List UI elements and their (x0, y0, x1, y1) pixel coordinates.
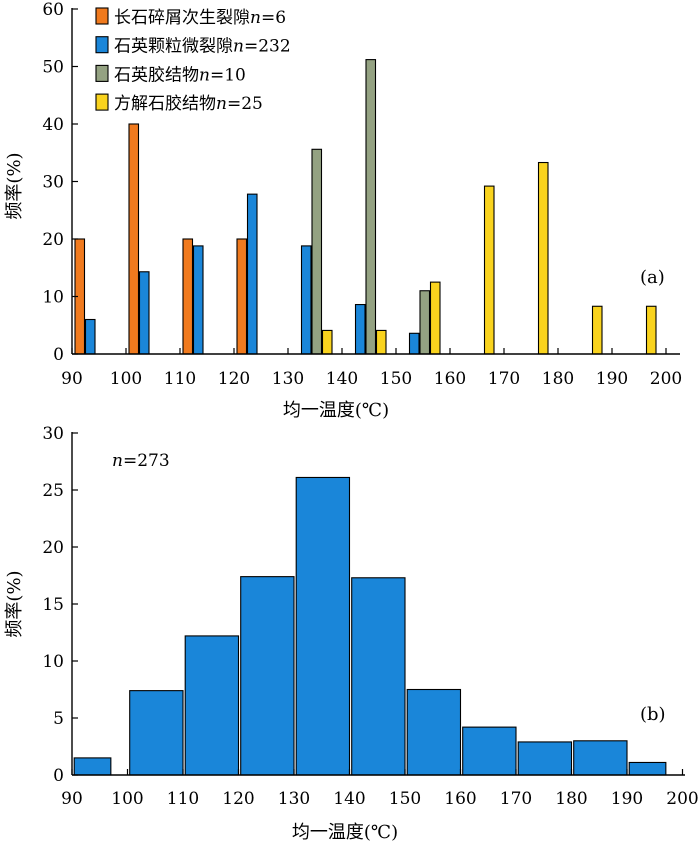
legend-swatch-a-2 (95, 64, 109, 82)
x-tick-label-b: 100 (111, 789, 143, 809)
bar-a-0-1 (128, 123, 140, 355)
bar-b-2 (184, 635, 240, 776)
bar-b-1 (129, 690, 184, 776)
bar-a-3-8 (537, 161, 549, 355)
bar-a-1-4 (300, 245, 312, 355)
legend-label-a-1: 石英颗粒微裂隙n=232 (114, 37, 291, 57)
bar-b-8 (517, 741, 573, 776)
bar-a-3-9 (591, 305, 603, 355)
y-tick-label-b: 30 (42, 424, 64, 444)
bars-a (74, 59, 657, 355)
y-tick-label-b: 5 (53, 709, 64, 729)
chart-panel-b: 90 100 110 120 130 140 150 160 170 180 190 200 0 5 10… (4, 424, 699, 843)
chart-panel-a: 90 100 110 120 130 140 150 160 170 180 190 200 0 10 2… (4, 0, 682, 421)
bar-a-1-2 (192, 245, 204, 355)
x-tick-label-b: 120 (222, 789, 254, 809)
x-tick-label-b: 160 (444, 789, 476, 809)
x-tick-label-a: 120 (218, 369, 250, 389)
y-tick-label-b: 0 (53, 766, 64, 786)
bar-a-2-6 (419, 290, 431, 355)
x-ticks-b: 90 100 110 120 130 140 150 160 170 180 190 200 (61, 769, 699, 809)
x-tick-label-b: 190 (611, 789, 643, 809)
bar-a-3-6 (429, 281, 441, 355)
bar-a-1-0 (84, 318, 96, 355)
legend-swatch-a-0 (95, 7, 109, 25)
x-tick-label-a: 160 (434, 369, 466, 389)
bar-a-3-4 (321, 329, 333, 355)
bar-b-10 (628, 761, 667, 776)
bar-b-6 (406, 688, 462, 776)
y-ticks-a: 0 10 20 30 40 50 60 (42, 0, 78, 365)
bar-a-2-4 (311, 148, 323, 355)
y-axis-label-a: 频率(%) (4, 152, 25, 219)
bar-a-3-5 (375, 329, 387, 355)
y-tick-label-b: 20 (42, 538, 64, 558)
y-ticks-b: 0 5 10 15 20 25 30 (42, 424, 78, 786)
y-tick-label-a: 40 (42, 115, 64, 135)
y-tick-label-a: 60 (42, 0, 64, 20)
panel-label-b: (b) (640, 704, 666, 725)
panel-label-a: (a) (640, 267, 665, 288)
legend-swatch-a-1 (95, 36, 109, 54)
legend-label-a-2: 石英胶结物n=10 (114, 65, 246, 85)
legend-a: 长石碎屑次生裂隙n=6 石英颗粒微裂隙n=232 石英胶结物n=10 方解石胶结物n=… (95, 7, 291, 114)
y-tick-label-a: 20 (42, 230, 64, 250)
bar-a-1-6 (408, 332, 420, 355)
y-tick-label-a: 10 (42, 288, 64, 308)
x-tick-label-a: 140 (326, 369, 358, 389)
x-tick-label-a: 90 (61, 369, 83, 389)
x-tick-label-a: 110 (164, 369, 196, 389)
y-tick-label-b: 15 (42, 595, 64, 615)
x-tick-label-a: 130 (272, 369, 304, 389)
x-tick-label-b: 170 (500, 789, 532, 809)
bar-a-1-1 (138, 271, 150, 355)
x-tick-label-b: 180 (555, 789, 587, 809)
bar-b-9 (573, 740, 628, 776)
bars-b (73, 476, 667, 776)
bar-a-2-5 (365, 59, 377, 355)
bar-b-4 (295, 476, 351, 776)
x-tick-label-b: 90 (61, 789, 83, 809)
bar-b-3 (240, 576, 295, 776)
bar-a-3-7 (483, 185, 495, 355)
bar-a-3-10 (645, 305, 657, 355)
bar-b-7 (462, 726, 517, 776)
bar-b-5 (351, 577, 406, 776)
legend-swatch-a-3 (95, 93, 109, 111)
y-tick-label-a: 50 (42, 58, 64, 78)
x-ticks-a: 90 100 110 120 130 140 150 160 170 180 190 200 (61, 348, 682, 389)
sample-count-b: n=273 (112, 451, 170, 471)
x-tick-label-a: 200 (650, 369, 682, 389)
y-tick-label-a: 30 (42, 173, 64, 193)
y-tick-label-a: 0 (53, 345, 64, 365)
x-tick-label-a: 150 (380, 369, 412, 389)
x-tick-label-b: 130 (278, 789, 310, 809)
bar-a-0-2 (182, 238, 194, 355)
x-tick-label-a: 100 (110, 369, 142, 389)
y-tick-label-b: 10 (42, 652, 64, 672)
y-tick-label-b: 25 (42, 481, 64, 501)
x-tick-label-b: 110 (167, 789, 199, 809)
y-axis-label-b: 频率(%) (4, 570, 25, 637)
x-tick-label-b: 150 (389, 789, 421, 809)
x-tick-label-b: 140 (333, 789, 365, 809)
bar-a-0-3 (236, 238, 248, 355)
x-tick-label-b: 200 (666, 789, 698, 809)
x-axis-label-b: 均一温度(℃) (292, 822, 398, 843)
bar-b-0 (73, 757, 112, 776)
x-tick-label-a: 170 (488, 369, 520, 389)
bar-a-1-5 (354, 303, 366, 355)
bar-a-1-3 (246, 193, 258, 355)
x-tick-label-a: 180 (542, 369, 574, 389)
x-axis-label-a: 均一温度(℃) (283, 400, 389, 421)
legend-label-a-0: 长石碎屑次生裂隙n=6 (114, 8, 286, 28)
x-tick-label-a: 190 (596, 369, 628, 389)
legend-label-a-3: 方解石胶结物n=25 (114, 94, 263, 114)
